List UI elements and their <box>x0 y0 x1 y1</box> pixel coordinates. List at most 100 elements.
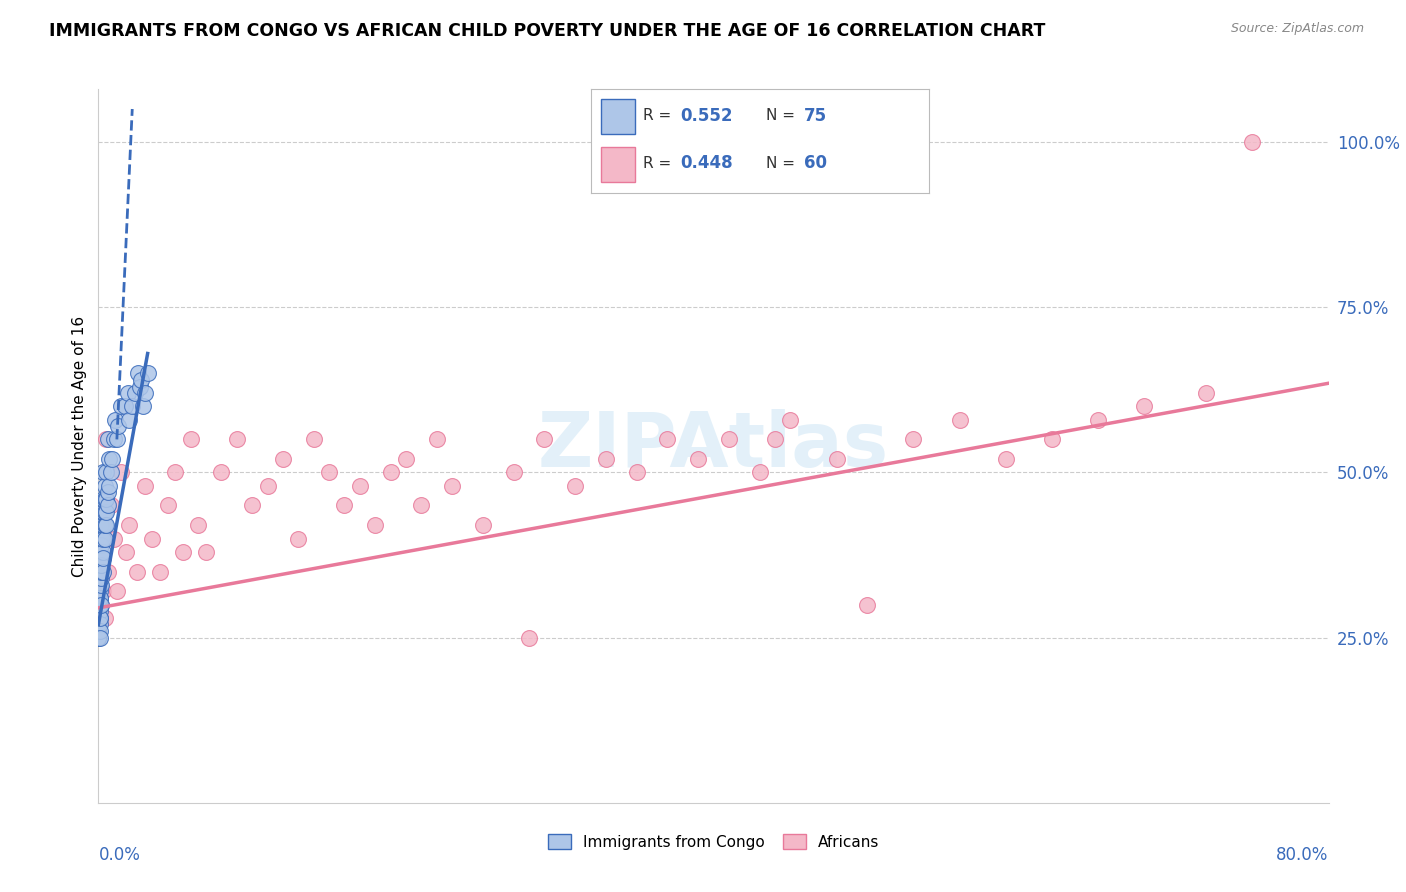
Point <box>100 499 122 513</box>
Point <box>90 571 112 585</box>
Point <box>90 518 112 533</box>
Point <box>97 485 120 500</box>
Point <box>115 545 138 559</box>
Point <box>93 518 115 533</box>
Point <box>98 452 121 467</box>
Point <box>779 412 801 426</box>
Point <box>105 433 128 447</box>
Point <box>91 466 114 480</box>
Point <box>89 571 111 585</box>
Point <box>1133 400 1156 414</box>
Point <box>318 466 340 480</box>
Point <box>89 598 111 612</box>
Point <box>717 433 740 447</box>
Point <box>91 518 114 533</box>
Point <box>105 584 128 599</box>
Text: 0.0%: 0.0% <box>98 846 141 863</box>
Point <box>502 466 524 480</box>
Point <box>101 452 124 467</box>
Point <box>240 499 263 513</box>
Point <box>994 452 1017 467</box>
Point <box>110 466 132 480</box>
Point <box>87 631 110 645</box>
Point <box>90 538 112 552</box>
Point <box>211 466 233 480</box>
Point <box>225 433 247 447</box>
Point <box>90 598 112 612</box>
Text: 80.0%: 80.0% <box>1277 846 1329 863</box>
Point <box>626 466 648 480</box>
Point <box>97 433 120 447</box>
Point <box>364 518 387 533</box>
Point <box>134 386 156 401</box>
Point <box>1240 135 1263 149</box>
Point <box>93 532 115 546</box>
Point <box>90 578 112 592</box>
Point <box>256 478 278 492</box>
Point <box>287 532 309 546</box>
Point <box>124 386 146 401</box>
Point <box>91 565 114 579</box>
Point <box>87 617 110 632</box>
Point <box>94 518 117 533</box>
Point <box>564 478 586 492</box>
Point <box>949 412 972 426</box>
Text: Source: ZipAtlas.com: Source: ZipAtlas.com <box>1230 22 1364 36</box>
Point <box>107 419 129 434</box>
Point <box>89 591 111 605</box>
Point <box>97 499 120 513</box>
Point <box>89 611 111 625</box>
Point <box>380 466 402 480</box>
Point <box>98 478 121 492</box>
Point <box>103 532 125 546</box>
Point <box>87 617 110 632</box>
Point <box>172 545 194 559</box>
Point <box>93 505 115 519</box>
Point <box>91 584 114 599</box>
Point <box>94 491 117 506</box>
Point <box>141 532 163 546</box>
Point <box>89 624 111 638</box>
Point <box>103 433 125 447</box>
Point <box>87 611 110 625</box>
Point <box>131 373 153 387</box>
Point <box>195 545 218 559</box>
Point <box>91 491 114 506</box>
Point <box>132 400 155 414</box>
Point <box>121 400 143 414</box>
Point <box>89 578 111 592</box>
Point <box>180 433 202 447</box>
Point <box>136 367 159 381</box>
Point <box>89 598 111 612</box>
Point <box>426 433 449 447</box>
Point <box>441 478 464 492</box>
Point <box>825 452 848 467</box>
Point <box>90 545 112 559</box>
Point <box>87 624 110 638</box>
Point <box>89 611 111 625</box>
Point <box>657 433 679 447</box>
Point <box>748 466 770 480</box>
Point <box>127 367 149 381</box>
Point <box>94 466 117 480</box>
Point <box>134 478 156 492</box>
Point <box>91 505 114 519</box>
Point <box>91 532 114 546</box>
Point <box>91 551 114 566</box>
Point <box>87 604 110 618</box>
Point <box>187 518 209 533</box>
Point <box>93 611 115 625</box>
Point <box>90 558 112 572</box>
Point <box>93 478 115 492</box>
Point <box>89 558 111 572</box>
Point <box>856 598 879 612</box>
Point <box>595 452 617 467</box>
Point <box>129 379 152 393</box>
Point <box>1087 412 1109 426</box>
Point <box>93 491 115 506</box>
Point <box>100 466 122 480</box>
Point <box>89 617 111 632</box>
Point <box>90 565 112 579</box>
Y-axis label: Child Poverty Under the Age of 16: Child Poverty Under the Age of 16 <box>72 316 87 576</box>
Point <box>517 631 540 645</box>
